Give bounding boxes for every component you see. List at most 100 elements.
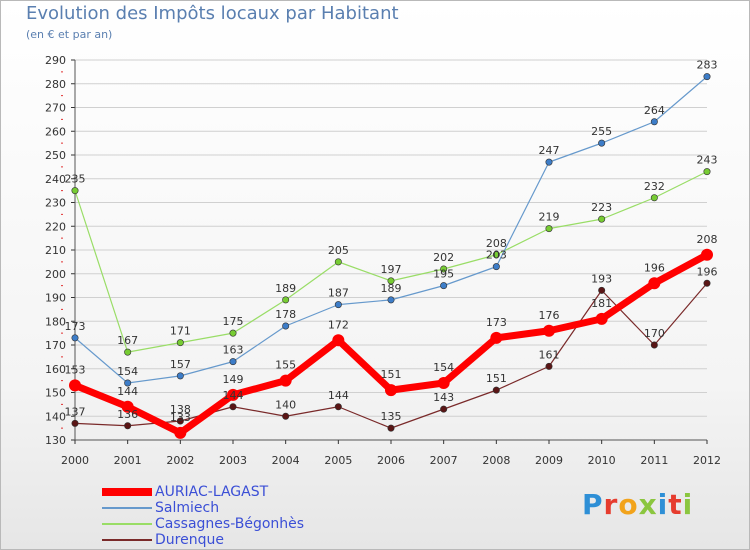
data-label: 243 xyxy=(697,154,718,167)
data-point xyxy=(650,341,658,349)
data-label: 208 xyxy=(486,237,507,250)
data-label: 167 xyxy=(117,334,138,347)
y-tick-label: 170 xyxy=(45,339,66,352)
data-label: 193 xyxy=(591,272,612,285)
data-point xyxy=(282,412,290,420)
data-point xyxy=(650,118,658,126)
data-label: 133 xyxy=(170,411,191,424)
legend-swatch xyxy=(102,507,152,509)
data-point xyxy=(490,331,503,344)
x-tick-label: 2005 xyxy=(324,454,352,467)
data-point xyxy=(332,334,345,347)
data-label: 151 xyxy=(486,372,507,385)
data-point xyxy=(703,168,711,176)
x-tick-label: 2012 xyxy=(693,454,721,467)
data-point xyxy=(279,374,292,387)
data-point xyxy=(703,279,711,287)
data-label: 137 xyxy=(65,405,86,418)
data-label: 157 xyxy=(170,358,191,371)
data-label: 197 xyxy=(381,263,402,276)
data-label: 219 xyxy=(539,211,560,224)
legend-label: Cassagnes-Bégonhès xyxy=(155,516,305,532)
data-point xyxy=(334,258,342,266)
data-point xyxy=(543,324,555,337)
data-point xyxy=(124,348,132,356)
x-tick-label: 2007 xyxy=(430,454,458,467)
legend-label: Salmiech xyxy=(155,500,220,516)
y-tick-label: 200 xyxy=(45,268,66,281)
proxiti-logo: Proxiti xyxy=(582,488,694,521)
legend-label: AURIAC-LAGAST xyxy=(155,484,269,500)
data-point xyxy=(124,422,132,430)
x-tick-label: 2009 xyxy=(535,454,563,467)
data-label: 205 xyxy=(328,244,349,257)
data-point xyxy=(650,194,658,202)
data-label: 187 xyxy=(328,287,349,300)
data-point xyxy=(440,265,448,273)
data-point xyxy=(492,263,500,271)
data-point xyxy=(545,362,553,370)
data-label: 171 xyxy=(170,325,191,338)
x-tick-label: 2004 xyxy=(272,454,300,467)
data-point xyxy=(492,386,500,394)
data-label: 140 xyxy=(275,398,296,411)
data-point xyxy=(545,225,553,233)
x-tick-label: 2002 xyxy=(166,454,194,467)
y-tick-label: 240 xyxy=(45,173,66,186)
y-tick-label: 260 xyxy=(45,125,66,138)
data-point xyxy=(437,377,450,389)
data-point xyxy=(648,277,661,290)
data-point xyxy=(598,286,606,294)
x-tick-label: 2010 xyxy=(588,454,616,467)
data-label: 178 xyxy=(275,308,296,321)
data-point xyxy=(229,358,237,366)
data-point xyxy=(71,419,79,427)
data-label: 154 xyxy=(433,361,454,374)
data-point xyxy=(71,334,79,342)
data-point xyxy=(440,405,448,413)
y-tick-label: 140 xyxy=(45,410,66,423)
y-tick-label: 130 xyxy=(45,434,66,447)
data-label: 176 xyxy=(539,309,560,322)
data-point xyxy=(545,158,553,166)
data-label: 155 xyxy=(275,359,296,372)
data-point xyxy=(598,139,606,147)
data-point xyxy=(229,403,237,411)
data-label: 247 xyxy=(539,144,560,157)
data-point xyxy=(71,187,79,195)
data-label: 173 xyxy=(65,320,86,333)
data-point xyxy=(282,322,290,330)
x-tick-label: 2001 xyxy=(114,454,142,467)
data-point xyxy=(121,400,134,413)
data-point xyxy=(124,379,132,387)
data-point xyxy=(334,403,342,411)
data-label: 173 xyxy=(486,316,507,329)
data-point xyxy=(595,312,608,325)
data-label: 144 xyxy=(223,389,244,402)
data-point xyxy=(176,417,184,425)
x-tick-label: 2008 xyxy=(482,454,510,467)
data-label: 172 xyxy=(328,318,349,331)
data-label: 144 xyxy=(328,389,349,402)
data-label: 223 xyxy=(591,201,612,214)
data-point xyxy=(701,248,713,261)
x-tick-label: 2011 xyxy=(640,454,668,467)
data-label: 195 xyxy=(433,268,454,281)
data-label: 181 xyxy=(591,297,612,310)
chart-title: Evolution des Impôts locaux par Habitant xyxy=(26,3,399,24)
data-point xyxy=(176,372,184,380)
chart-subtitle: (en € et par an) xyxy=(26,28,113,41)
x-tick-label: 2006 xyxy=(377,454,405,467)
y-tick-label: 270 xyxy=(45,102,66,115)
legend-swatch xyxy=(102,523,152,525)
data-label: 202 xyxy=(433,251,454,264)
data-label: 232 xyxy=(644,180,665,193)
data-label: 144 xyxy=(117,385,138,398)
data-label: 208 xyxy=(697,233,718,246)
data-point xyxy=(282,296,290,304)
data-label: 203 xyxy=(486,249,507,262)
data-label: 138 xyxy=(170,403,191,416)
data-point xyxy=(334,301,342,309)
legend-label: Durenque xyxy=(155,532,224,548)
